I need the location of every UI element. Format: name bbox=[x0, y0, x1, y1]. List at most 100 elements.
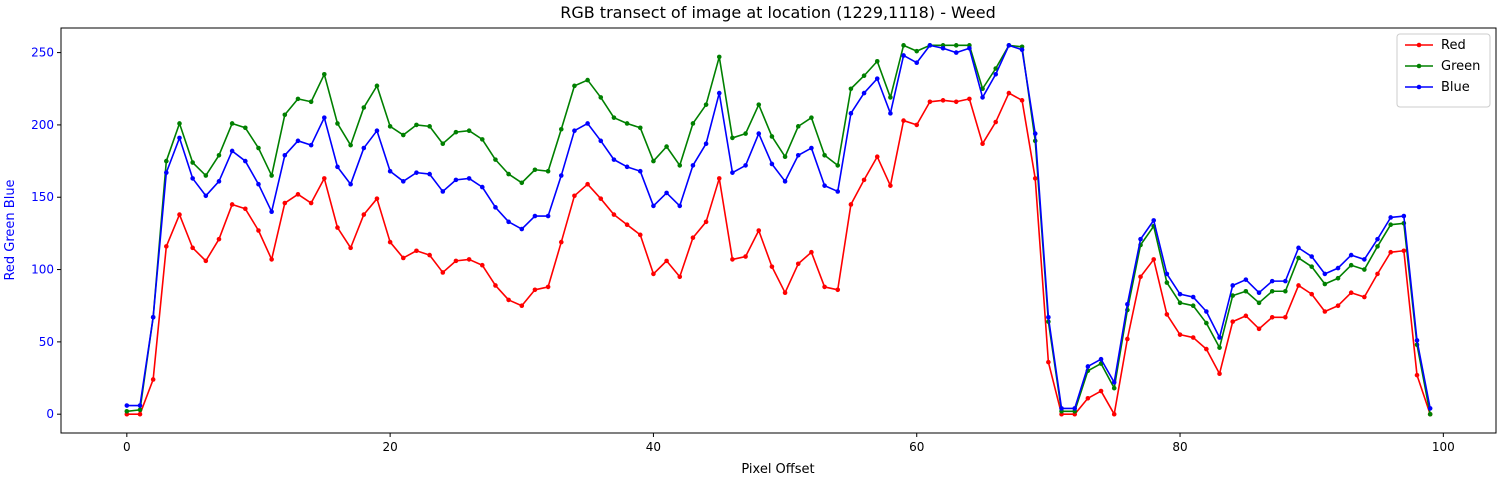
data-point-green bbox=[598, 95, 604, 100]
data-point-green bbox=[519, 180, 525, 186]
data-point-red bbox=[1243, 313, 1249, 319]
data-point-blue bbox=[308, 142, 314, 148]
data-point-blue bbox=[690, 163, 696, 168]
data-point-blue bbox=[1006, 43, 1012, 48]
data-point-blue bbox=[427, 171, 432, 177]
data-point-green bbox=[993, 66, 999, 71]
data-point-blue bbox=[269, 209, 274, 214]
data-point-red bbox=[243, 206, 248, 212]
legend-marker-blue bbox=[1416, 84, 1422, 90]
data-point-red bbox=[1375, 271, 1380, 277]
y-tick-label: 100 bbox=[31, 263, 54, 277]
data-point-red bbox=[1414, 372, 1420, 378]
data-point-blue bbox=[1164, 271, 1170, 277]
data-point-red bbox=[282, 200, 288, 206]
data-point-blue bbox=[1309, 254, 1314, 259]
data-point-green bbox=[1348, 262, 1354, 268]
data-point-blue bbox=[585, 121, 590, 126]
data-point-red bbox=[1085, 395, 1091, 401]
data-point-green bbox=[1427, 411, 1433, 417]
data-point-blue bbox=[479, 184, 485, 190]
data-point-red bbox=[150, 377, 156, 382]
data-point-red bbox=[1322, 309, 1328, 314]
data-point-green bbox=[295, 96, 301, 102]
data-point-blue bbox=[1138, 236, 1143, 242]
data-point-blue bbox=[822, 183, 827, 188]
data-point-green bbox=[1309, 264, 1314, 269]
data-point-blue bbox=[1296, 245, 1301, 251]
data-point-green bbox=[427, 124, 432, 129]
data-point-green bbox=[216, 152, 222, 158]
data-point-green bbox=[624, 121, 630, 126]
data-point-red bbox=[361, 212, 367, 217]
y-tick-label: 0 bbox=[46, 407, 54, 421]
data-point-red bbox=[269, 257, 274, 262]
data-point-blue bbox=[809, 145, 814, 151]
data-point-red bbox=[1296, 283, 1301, 288]
data-point-red bbox=[374, 196, 380, 201]
data-point-red bbox=[677, 274, 683, 280]
data-point-red bbox=[216, 236, 222, 242]
data-point-green bbox=[1190, 303, 1196, 309]
data-point-green bbox=[322, 71, 327, 77]
data-point-blue bbox=[164, 170, 169, 175]
data-point-red bbox=[1335, 303, 1341, 309]
data-point-red bbox=[835, 287, 841, 293]
data-point-blue bbox=[677, 203, 683, 209]
data-point-red bbox=[1362, 294, 1367, 300]
data-point-blue bbox=[967, 45, 972, 51]
y-tick-label: 50 bbox=[39, 335, 54, 349]
data-point-blue bbox=[506, 219, 511, 225]
data-point-blue bbox=[1059, 406, 1064, 411]
data-point-blue bbox=[1190, 294, 1196, 300]
data-point-blue bbox=[1217, 335, 1222, 340]
data-point-blue bbox=[1072, 406, 1078, 411]
data-point-green bbox=[361, 105, 367, 110]
data-point-green bbox=[269, 173, 274, 178]
data-point-blue bbox=[558, 173, 564, 178]
data-point-blue bbox=[743, 163, 748, 168]
data-point-red bbox=[1032, 176, 1038, 181]
data-point-blue bbox=[901, 53, 906, 58]
data-point-red bbox=[953, 99, 959, 105]
legend-label-red: Red bbox=[1441, 38, 1466, 53]
data-point-green bbox=[1375, 244, 1380, 249]
data-point-blue bbox=[229, 148, 235, 154]
data-point-green bbox=[1296, 255, 1301, 261]
data-point-red bbox=[822, 284, 827, 290]
data-point-red bbox=[493, 283, 498, 288]
data-point-red bbox=[651, 271, 656, 277]
data-point-blue bbox=[1125, 301, 1130, 307]
data-point-green bbox=[795, 124, 801, 129]
data-point-green bbox=[637, 125, 643, 131]
data-point-blue bbox=[190, 176, 195, 181]
data-point-red bbox=[664, 258, 669, 264]
data-point-blue bbox=[532, 213, 538, 219]
data-point-blue bbox=[519, 226, 525, 232]
data-point-green bbox=[1269, 288, 1275, 294]
data-point-blue bbox=[1151, 218, 1157, 223]
data-point-blue bbox=[243, 158, 248, 164]
data-point-blue bbox=[572, 128, 577, 133]
data-point-blue bbox=[835, 189, 841, 194]
data-point-red bbox=[164, 244, 169, 249]
data-point-green bbox=[848, 86, 854, 92]
x-tick-label: 100 bbox=[1432, 440, 1455, 454]
data-point-green bbox=[545, 168, 551, 174]
data-point-blue bbox=[1375, 236, 1380, 242]
data-point-red bbox=[440, 270, 446, 275]
legend: Red Green Blue bbox=[1396, 33, 1491, 108]
data-point-green bbox=[256, 145, 261, 151]
data-point-red bbox=[874, 154, 880, 160]
data-point-blue bbox=[1269, 278, 1275, 284]
data-point-blue bbox=[1204, 309, 1209, 314]
data-point-blue bbox=[361, 145, 367, 151]
data-point-red bbox=[756, 228, 762, 233]
data-point-red bbox=[901, 118, 906, 123]
x-tick-label: 60 bbox=[909, 440, 924, 454]
data-point-red bbox=[137, 411, 143, 417]
data-point-red bbox=[730, 257, 735, 262]
x-tick-label: 80 bbox=[1172, 440, 1187, 454]
data-point-red bbox=[308, 200, 314, 206]
data-point-blue bbox=[1427, 406, 1433, 411]
